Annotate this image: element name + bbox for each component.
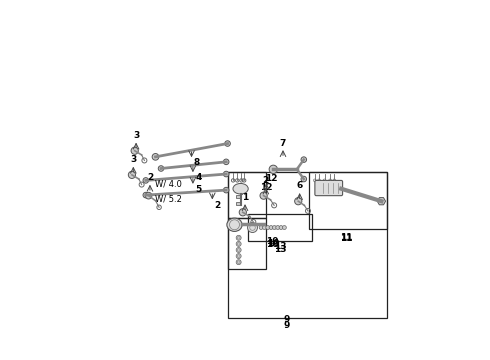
Text: W/ 5.2: W/ 5.2 bbox=[154, 194, 181, 203]
Circle shape bbox=[236, 260, 241, 265]
Bar bbox=[227, 172, 267, 218]
Text: 9: 9 bbox=[284, 315, 291, 324]
Circle shape bbox=[247, 222, 258, 233]
Circle shape bbox=[301, 157, 307, 162]
Circle shape bbox=[152, 153, 159, 160]
Text: 11: 11 bbox=[341, 234, 353, 243]
Text: 3: 3 bbox=[133, 131, 139, 140]
Bar bbox=[227, 172, 387, 318]
Bar bbox=[236, 202, 241, 205]
Text: 2: 2 bbox=[215, 201, 221, 210]
Circle shape bbox=[260, 192, 267, 199]
Circle shape bbox=[145, 192, 152, 199]
Ellipse shape bbox=[227, 218, 242, 231]
Text: 3: 3 bbox=[130, 155, 136, 164]
Bar bbox=[236, 195, 241, 198]
Text: 7: 7 bbox=[280, 139, 286, 148]
Text: 11: 11 bbox=[341, 233, 353, 242]
Text: 13: 13 bbox=[274, 242, 287, 251]
Circle shape bbox=[301, 176, 307, 182]
Circle shape bbox=[223, 171, 229, 177]
Circle shape bbox=[236, 253, 241, 258]
Circle shape bbox=[236, 235, 241, 240]
Text: 12: 12 bbox=[260, 183, 272, 192]
Text: 1: 1 bbox=[242, 193, 248, 202]
Circle shape bbox=[294, 198, 302, 205]
Circle shape bbox=[236, 247, 241, 252]
Circle shape bbox=[236, 242, 241, 246]
Circle shape bbox=[282, 226, 286, 229]
Circle shape bbox=[131, 147, 138, 154]
Circle shape bbox=[269, 165, 277, 174]
Circle shape bbox=[259, 226, 263, 229]
Circle shape bbox=[272, 226, 276, 229]
Circle shape bbox=[223, 159, 229, 165]
Circle shape bbox=[223, 187, 229, 193]
Circle shape bbox=[225, 141, 230, 146]
Text: 13: 13 bbox=[274, 245, 287, 254]
Bar bbox=[248, 214, 312, 242]
Circle shape bbox=[128, 171, 136, 179]
Circle shape bbox=[263, 226, 267, 229]
Text: 10: 10 bbox=[266, 237, 278, 246]
FancyBboxPatch shape bbox=[315, 180, 343, 195]
Text: 6: 6 bbox=[296, 181, 303, 190]
Circle shape bbox=[143, 192, 148, 198]
Bar bbox=[227, 218, 267, 269]
Text: 2: 2 bbox=[147, 173, 153, 182]
Polygon shape bbox=[377, 198, 386, 205]
Circle shape bbox=[143, 177, 148, 183]
Text: 9: 9 bbox=[284, 321, 291, 330]
Circle shape bbox=[239, 209, 246, 216]
Ellipse shape bbox=[233, 184, 248, 194]
Text: 10: 10 bbox=[267, 239, 279, 248]
Circle shape bbox=[158, 166, 164, 171]
Text: 12: 12 bbox=[265, 174, 277, 183]
Circle shape bbox=[269, 226, 273, 229]
Text: 5: 5 bbox=[196, 185, 201, 194]
Circle shape bbox=[279, 226, 283, 229]
Text: 10: 10 bbox=[266, 240, 278, 249]
Circle shape bbox=[276, 226, 280, 229]
Text: 8: 8 bbox=[194, 158, 200, 167]
Text: 4: 4 bbox=[196, 173, 202, 182]
Bar bbox=[309, 172, 387, 229]
Text: W/ 4.0: W/ 4.0 bbox=[154, 180, 181, 189]
Circle shape bbox=[266, 226, 270, 229]
Text: 2: 2 bbox=[263, 176, 269, 185]
